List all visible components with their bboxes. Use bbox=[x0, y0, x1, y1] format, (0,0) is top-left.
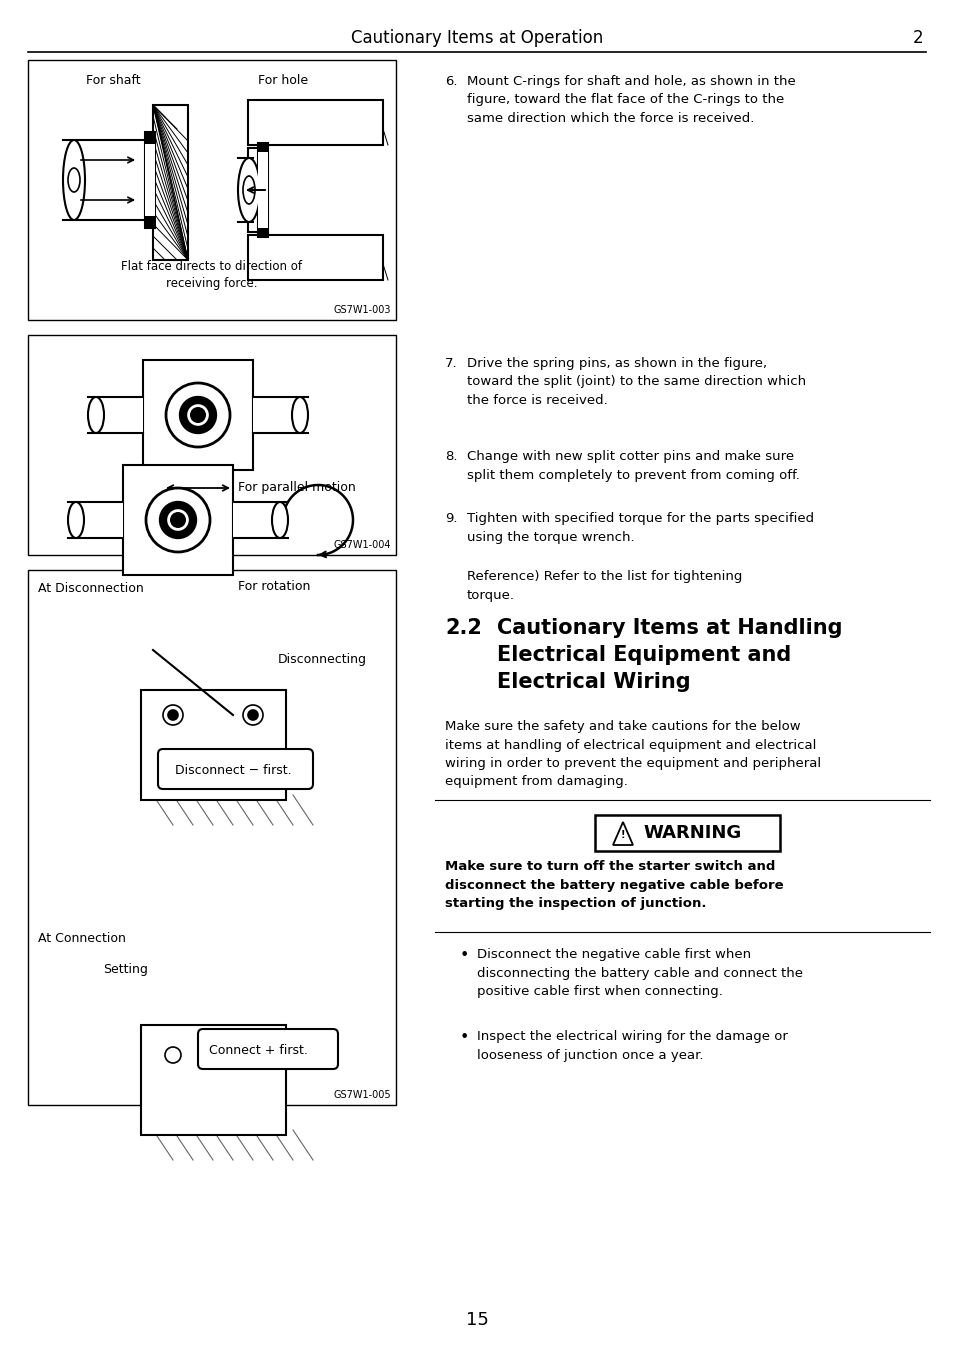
Bar bbox=[141, 1025, 286, 1135]
Text: 6.: 6. bbox=[444, 76, 457, 88]
Ellipse shape bbox=[237, 158, 260, 222]
Bar bbox=[152, 105, 188, 259]
Text: Disconnect the negative cable first when
disconnecting the battery cable and con: Disconnect the negative cable first when… bbox=[476, 948, 802, 998]
Ellipse shape bbox=[272, 503, 288, 538]
Bar bbox=[63, 141, 152, 220]
Circle shape bbox=[243, 705, 263, 725]
Text: !: ! bbox=[620, 830, 624, 840]
Circle shape bbox=[205, 1047, 221, 1063]
Ellipse shape bbox=[63, 141, 85, 220]
Bar bbox=[88, 397, 143, 434]
Text: Cautionary Items at Operation: Cautionary Items at Operation bbox=[351, 28, 602, 47]
Text: For hole: For hole bbox=[257, 73, 308, 86]
Bar bbox=[257, 143, 268, 236]
Text: 15: 15 bbox=[465, 1310, 488, 1329]
Text: Tighten with specified torque for the parts specified
using the torque wrench.: Tighten with specified torque for the pa… bbox=[467, 512, 813, 543]
Bar bbox=[233, 503, 288, 538]
Text: For parallel motion: For parallel motion bbox=[237, 481, 355, 494]
Text: •: • bbox=[459, 948, 469, 963]
Bar bbox=[28, 570, 395, 1105]
Text: 8.: 8. bbox=[444, 450, 457, 463]
FancyBboxPatch shape bbox=[198, 1029, 337, 1069]
Text: 9.: 9. bbox=[444, 512, 457, 526]
Text: GS7W1-004: GS7W1-004 bbox=[334, 540, 391, 550]
Circle shape bbox=[245, 1047, 261, 1063]
Text: For rotation: For rotation bbox=[237, 581, 310, 593]
Bar bbox=[248, 235, 382, 280]
Bar bbox=[248, 100, 382, 145]
Ellipse shape bbox=[68, 503, 84, 538]
Text: 2: 2 bbox=[912, 28, 923, 47]
Text: •: • bbox=[459, 1029, 469, 1046]
Text: Flat face directs to direction of
receiving force.: Flat face directs to direction of receiv… bbox=[121, 259, 302, 290]
Bar bbox=[257, 153, 268, 228]
Text: At Disconnection: At Disconnection bbox=[38, 581, 144, 594]
Text: Setting: Setting bbox=[103, 963, 148, 977]
Text: Make sure to turn off the starter switch and
disconnect the battery negative cab: Make sure to turn off the starter switch… bbox=[444, 861, 782, 911]
Text: 7.: 7. bbox=[444, 357, 457, 370]
Bar bbox=[253, 397, 308, 434]
FancyBboxPatch shape bbox=[158, 748, 313, 789]
Text: Disconnecting: Disconnecting bbox=[277, 654, 367, 666]
Bar bbox=[28, 59, 395, 320]
Circle shape bbox=[248, 711, 257, 720]
Text: Reference) Refer to the list for tightening
torque.: Reference) Refer to the list for tighten… bbox=[467, 570, 741, 601]
Text: GS7W1-003: GS7W1-003 bbox=[334, 305, 391, 315]
Ellipse shape bbox=[68, 168, 80, 192]
Text: Mount C-rings for shaft and hole, as shown in the
figure, toward the flat face o: Mount C-rings for shaft and hole, as sho… bbox=[467, 76, 795, 126]
Circle shape bbox=[183, 400, 213, 430]
Text: WARNING: WARNING bbox=[642, 824, 740, 842]
Circle shape bbox=[168, 711, 178, 720]
Text: Make sure the safety and take cautions for the below
items at handling of electr: Make sure the safety and take cautions f… bbox=[444, 720, 821, 789]
Bar bbox=[141, 690, 286, 800]
Text: For shaft: For shaft bbox=[86, 73, 140, 86]
Bar bbox=[68, 503, 123, 538]
Circle shape bbox=[170, 512, 186, 528]
Bar bbox=[248, 149, 260, 232]
Circle shape bbox=[163, 505, 193, 535]
Text: Change with new split cotter pins and make sure
split them completely to prevent: Change with new split cotter pins and ma… bbox=[467, 450, 799, 481]
Text: Connect + first.: Connect + first. bbox=[209, 1043, 307, 1056]
Ellipse shape bbox=[88, 397, 104, 434]
Bar bbox=[145, 145, 154, 216]
Polygon shape bbox=[613, 821, 633, 844]
Text: GS7W1-005: GS7W1-005 bbox=[333, 1090, 391, 1100]
Text: Cautionary Items at Handling
Electrical Equipment and
Electrical Wiring: Cautionary Items at Handling Electrical … bbox=[497, 617, 841, 693]
Circle shape bbox=[166, 382, 230, 447]
Bar bbox=[237, 158, 253, 222]
Ellipse shape bbox=[243, 176, 254, 204]
Bar bbox=[28, 335, 395, 555]
Circle shape bbox=[146, 488, 210, 553]
Ellipse shape bbox=[292, 397, 308, 434]
Text: Disconnect − first.: Disconnect − first. bbox=[174, 763, 291, 777]
Circle shape bbox=[163, 705, 183, 725]
Bar bbox=[143, 359, 253, 470]
Text: 2.2: 2.2 bbox=[444, 617, 481, 638]
Text: Drive the spring pins, as shown in the figure,
toward the split (joint) to the s: Drive the spring pins, as shown in the f… bbox=[467, 357, 805, 407]
Circle shape bbox=[165, 1047, 181, 1063]
Text: Inspect the electrical wiring for the damage or
looseness of junction once a yea: Inspect the electrical wiring for the da… bbox=[476, 1029, 787, 1062]
Bar bbox=[123, 465, 233, 576]
Bar bbox=[595, 815, 780, 851]
Text: At Connection: At Connection bbox=[38, 931, 126, 944]
Circle shape bbox=[190, 407, 206, 423]
Bar bbox=[145, 132, 154, 228]
